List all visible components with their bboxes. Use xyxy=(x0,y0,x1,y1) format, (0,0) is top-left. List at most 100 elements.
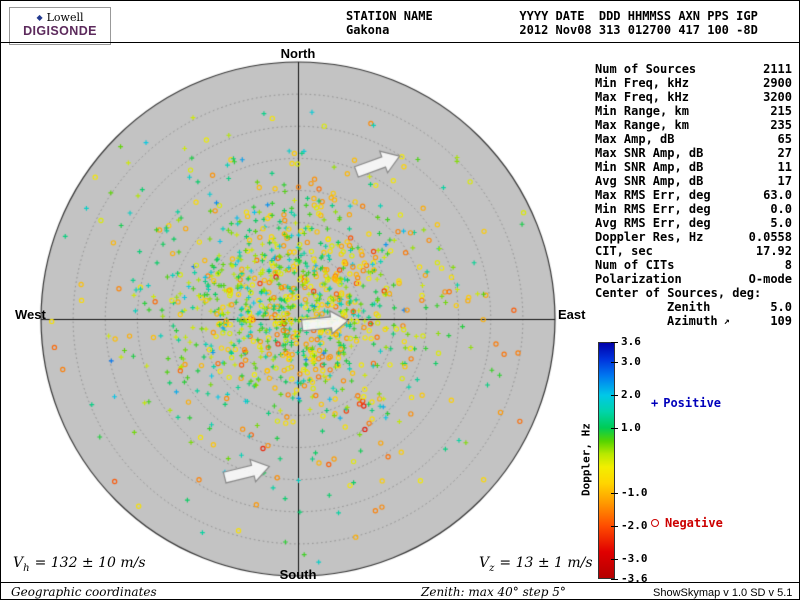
legend-positive: + Positive xyxy=(651,396,721,410)
legend-negative: Negative xyxy=(651,516,723,530)
stat-value: 5.0 xyxy=(770,300,792,314)
logo-diamond-icon: ◆ xyxy=(36,12,43,22)
stat-value: 3200 xyxy=(763,90,792,104)
stat-row: Max RMS Err, deg 63.0 xyxy=(595,188,792,202)
stat-value: 65 xyxy=(777,132,792,146)
colorbar-tick-label: 2.0 xyxy=(621,388,641,401)
stat-label: Max Amp, dB xyxy=(595,132,675,146)
colorbar-tick-label: 1.0 xyxy=(621,421,641,434)
header-field-labels: STATION NAME YYYY DATE DDD HHMMSS AXN PP… xyxy=(346,9,758,23)
stat-row: Max Freq, kHz 3200 xyxy=(595,90,792,104)
stat-row: Min RMS Err, deg 0.0 xyxy=(595,202,792,216)
logo-product-text: DIGISONDE xyxy=(23,24,97,38)
stat-row: Min Freq, kHz 2900 xyxy=(595,76,792,90)
stats-panel: Num of Sources 2111 Min Freq, kHz 2900 Max F… xyxy=(595,62,792,328)
colorbar-tick-label: -3.0 xyxy=(621,552,648,565)
stat-value: 17.92 xyxy=(755,244,792,258)
header-field-values: Gakona 2012 Nov08 313 012700 417 100 -8D xyxy=(346,23,758,37)
colorbar-tick-label: -2.0 xyxy=(621,519,648,532)
header-divider xyxy=(1,42,799,43)
stat-label: Polarization xyxy=(595,272,682,286)
compass-east-label: East xyxy=(558,307,586,322)
stat-label: Num of CITs xyxy=(595,258,675,272)
compass-south-label: South xyxy=(279,567,317,582)
colorbar-tick xyxy=(611,428,618,429)
logo-brand: ◆ Lowell xyxy=(10,11,110,24)
stat-label: Num of Sources xyxy=(595,62,697,76)
logo-brand-text: Lowell xyxy=(46,11,84,24)
stat-value: 63.0 xyxy=(763,188,792,202)
stat-label: Max RMS Err, deg xyxy=(595,188,711,202)
stat-label: Doppler Res, Hz xyxy=(595,230,704,244)
azimuth-direction-icon: ↗ xyxy=(717,316,730,327)
vertical-velocity-readout: Vz = 13 ± 1 m/s xyxy=(479,555,593,574)
negative-marker-icon xyxy=(651,519,659,527)
stat-value: 27 xyxy=(777,146,792,160)
stat-label: Azimuth ↗ xyxy=(667,314,730,328)
stat-row: Azimuth ↗ 109 xyxy=(595,314,792,328)
stat-row: CIT, sec 17.92 xyxy=(595,244,792,258)
stat-row: Avg RMS Err, deg 5.0 xyxy=(595,216,792,230)
colorbar-tick xyxy=(611,362,618,363)
stat-value: 0.0 xyxy=(770,202,792,216)
footer-divider xyxy=(1,582,799,583)
stat-row: Doppler Res, Hz 0.0558 xyxy=(595,230,792,244)
colorbar-tick xyxy=(611,559,618,560)
colorbar-tick-label: -1.0 xyxy=(621,486,648,499)
stat-value: 8 xyxy=(784,258,792,272)
software-version-label: ShowSkymap v 1.0 SD v 5.1 xyxy=(653,587,793,599)
colorbar-title: Doppler, Hz xyxy=(579,423,593,496)
stat-value: 2900 xyxy=(763,76,792,90)
compass-west-label: West xyxy=(15,307,46,322)
stat-value: O-mode xyxy=(748,272,792,286)
colorbar-tick xyxy=(611,493,618,494)
stat-label: Max Range, km xyxy=(595,118,689,132)
stat-value: 109 xyxy=(770,314,792,328)
colorbar-tick xyxy=(611,342,618,343)
stat-value: 11 xyxy=(777,160,792,174)
stat-row: Polarization O-mode xyxy=(595,272,792,286)
stat-label: CIT, sec xyxy=(595,244,653,258)
colorbar-tick-label: -3.6 xyxy=(621,572,648,585)
stat-label: Min RMS Err, deg xyxy=(595,202,711,216)
zenith-scale-label: Zenith: max 40° step 5° xyxy=(421,585,566,599)
stat-label: Avg SNR Amp, dB xyxy=(595,174,704,188)
stat-row: Min Range, km 215 xyxy=(595,104,792,118)
stat-label: Max Freq, kHz xyxy=(595,90,689,104)
positive-marker-icon: + xyxy=(651,396,659,410)
stat-row: Max Amp, dB 65 xyxy=(595,132,792,146)
stat-row: Avg SNR Amp, dB 17 xyxy=(595,174,792,188)
stat-label: Avg RMS Err, deg xyxy=(595,216,711,230)
colorbar-tick-label: 3.6 xyxy=(621,335,641,348)
stat-row: Max SNR Amp, dB 27 xyxy=(595,146,792,160)
colorbar-tick xyxy=(611,579,618,580)
stat-label: Zenith xyxy=(667,300,711,314)
legend-positive-label: Positive xyxy=(663,396,722,410)
stat-row: Zenith 5.0 xyxy=(595,300,792,314)
stat-row: Num of CITs 8 xyxy=(595,258,792,272)
stat-label: Center of Sources, deg: xyxy=(595,286,762,300)
stat-value: 17 xyxy=(777,174,792,188)
stat-value: 215 xyxy=(770,104,792,118)
stat-label: Min Freq, kHz xyxy=(595,76,689,90)
colorbar-tick xyxy=(611,395,618,396)
legend-negative-label: Negative xyxy=(665,516,723,530)
stat-label: Min Range, km xyxy=(595,104,689,118)
horizontal-velocity-readout: Vh = 132 ± 10 m/s xyxy=(13,555,146,574)
colorbar-tick-label: 3.0 xyxy=(621,355,641,368)
stat-label: Max SNR Amp, dB xyxy=(595,146,704,160)
stat-row: Num of Sources 2111 xyxy=(595,62,792,76)
stat-value: 0.0558 xyxy=(748,230,792,244)
stat-row: Center of Sources, deg: xyxy=(595,286,792,300)
coordinates-mode-label: Geographic coordinates xyxy=(11,585,157,599)
compass-north-label: North xyxy=(280,46,316,61)
stat-row: Min SNR Amp, dB 11 xyxy=(595,160,792,174)
doppler-colorbar xyxy=(598,342,615,579)
lowell-digisonde-logo: ◆ Lowell DIGISONDE xyxy=(9,7,111,45)
stat-value: 2111 xyxy=(763,62,792,76)
colorbar-tick xyxy=(611,526,618,527)
stat-value: 235 xyxy=(770,118,792,132)
stat-row: Max Range, km 235 xyxy=(595,118,792,132)
stat-label: Min SNR Amp, dB xyxy=(595,160,704,174)
